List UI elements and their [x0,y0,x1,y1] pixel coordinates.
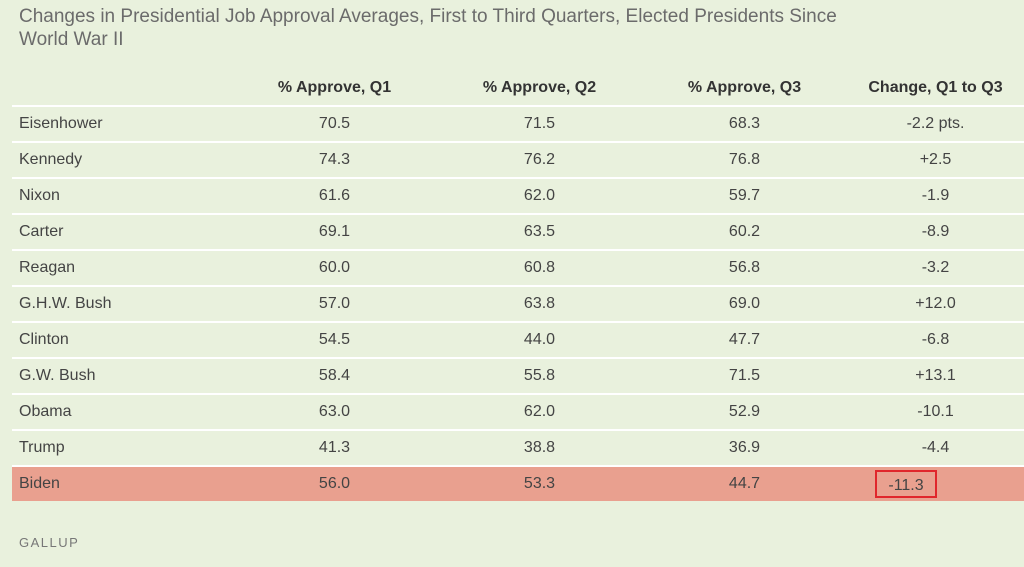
source-label: GALLUP [19,535,80,550]
q2-value-cell: 62.0 [437,394,642,431]
header-change: Change, Q1 to Q3 [847,70,1024,107]
change-value-cell: -10.1 [847,394,1024,431]
q1-value-cell: 54.5 [232,322,437,359]
q2-value-cell: 44.0 [437,322,642,359]
table-row: Eisenhower 70.5 71.5 68.3 -2.2 pts. [12,106,1024,143]
approval-table: % Approve, Q1 % Approve, Q2 % Approve, Q… [12,70,1024,501]
table-row: Kennedy 74.3 76.2 76.8 +2.5 [12,142,1024,179]
q3-value-cell: 60.2 [642,214,847,251]
q3-value-cell: 56.8 [642,250,847,287]
change-value-cell: -11.3 [847,466,1024,501]
president-name-cell: Biden [12,466,232,501]
q3-value-cell: 36.9 [642,430,847,467]
q1-value-cell: 60.0 [232,250,437,287]
q2-value-cell: 71.5 [437,106,642,143]
table-row: Carter 69.1 63.5 60.2 -8.9 [12,214,1024,251]
q2-value-cell: 53.3 [437,466,642,501]
q2-value-cell: 55.8 [437,358,642,395]
president-name-cell: Obama [12,394,232,431]
q2-value-cell: 60.8 [437,250,642,287]
q1-value-cell: 58.4 [232,358,437,395]
change-value-cell: -1.9 [847,178,1024,215]
president-name-cell: Eisenhower [12,106,232,143]
change-value-cell: +12.0 [847,286,1024,323]
q2-value-cell: 76.2 [437,142,642,179]
q1-value-cell: 69.1 [232,214,437,251]
q1-value-cell: 61.6 [232,178,437,215]
header-president [12,70,232,107]
q3-value-cell: 69.0 [642,286,847,323]
table-row: Obama 63.0 62.0 52.9 -10.1 [12,394,1024,431]
president-name-cell: Kennedy [12,142,232,179]
q2-value-cell: 63.5 [437,214,642,251]
q1-value-cell: 74.3 [232,142,437,179]
q2-value-cell: 62.0 [437,178,642,215]
table-row: Trump 41.3 38.8 36.9 -4.4 [12,430,1024,467]
president-name-cell: Trump [12,430,232,467]
president-name-cell: Reagan [12,250,232,287]
table-row: Biden 56.0 53.3 44.7 -11.3 [12,466,1024,501]
q1-value-cell: 70.5 [232,106,437,143]
change-value-cell: -6.8 [847,322,1024,359]
table-body: Eisenhower 70.5 71.5 68.3 -2.2 pts. Kennedy 74… [12,106,1024,501]
change-value-cell: -8.9 [847,214,1024,251]
q3-value-cell: 44.7 [642,466,847,501]
header-q1: % Approve, Q1 [232,70,437,107]
president-name-cell: Nixon [12,178,232,215]
table-row: G.W. Bush 58.4 55.8 71.5 +13.1 [12,358,1024,395]
highlighted-change-box: -11.3 [875,470,937,498]
chart-title: Changes in Presidential Job Approval Ave… [19,6,837,50]
president-name-cell: Clinton [12,322,232,359]
q3-value-cell: 59.7 [642,178,847,215]
change-value-cell: -3.2 [847,250,1024,287]
table-row: Clinton 54.5 44.0 47.7 -6.8 [12,322,1024,359]
q2-value-cell: 38.8 [437,430,642,467]
table-row: Nixon 61.6 62.0 59.7 -1.9 [12,178,1024,215]
q3-value-cell: 71.5 [642,358,847,395]
change-value-cell: -4.4 [847,430,1024,467]
change-value-cell: -2.2 pts. [847,106,1024,143]
q1-value-cell: 41.3 [232,430,437,467]
table-row: Reagan 60.0 60.8 56.8 -3.2 [12,250,1024,287]
table-row: G.H.W. Bush 57.0 63.8 69.0 +12.0 [12,286,1024,323]
header-row: % Approve, Q1 % Approve, Q2 % Approve, Q… [12,70,1024,107]
president-name-cell: G.W. Bush [12,358,232,395]
q3-value-cell: 68.3 [642,106,847,143]
change-value-cell: +13.1 [847,358,1024,395]
q3-value-cell: 76.8 [642,142,847,179]
q2-value-cell: 63.8 [437,286,642,323]
header-q2: % Approve, Q2 [437,70,642,107]
q1-value-cell: 63.0 [232,394,437,431]
change-value-cell: +2.5 [847,142,1024,179]
q1-value-cell: 56.0 [232,466,437,501]
q3-value-cell: 47.7 [642,322,847,359]
q1-value-cell: 57.0 [232,286,437,323]
q3-value-cell: 52.9 [642,394,847,431]
header-q3: % Approve, Q3 [642,70,847,107]
president-name-cell: G.H.W. Bush [12,286,232,323]
president-name-cell: Carter [12,214,232,251]
